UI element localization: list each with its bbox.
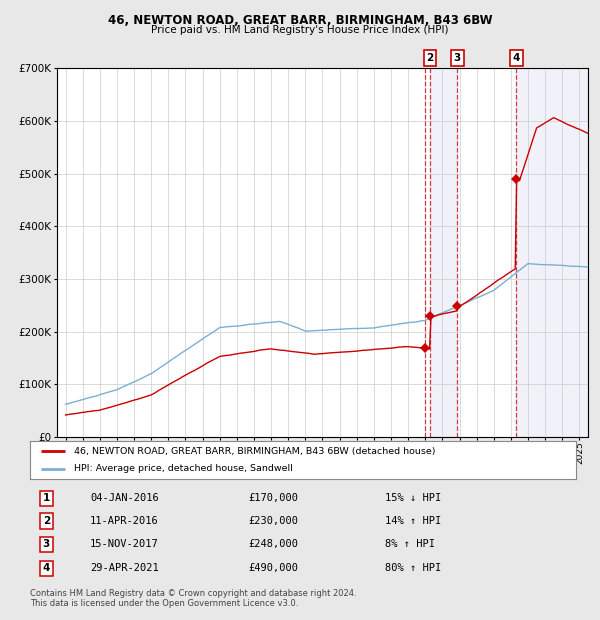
Text: HPI: Average price, detached house, Sandwell: HPI: Average price, detached house, Sand…: [74, 464, 292, 473]
Text: 29-APR-2021: 29-APR-2021: [90, 564, 159, 574]
Bar: [430, 68, 457, 437]
Text: 46, NEWTON ROAD, GREAT BARR, BIRMINGHAM, B43 6BW: 46, NEWTON ROAD, GREAT BARR, BIRMINGHAM,…: [107, 14, 493, 27]
Text: 15% ↓ HPI: 15% ↓ HPI: [385, 493, 441, 503]
Text: 3: 3: [43, 539, 50, 549]
Text: £230,000: £230,000: [248, 516, 298, 526]
Text: 46, NEWTON ROAD, GREAT BARR, BIRMINGHAM, B43 6BW (detached house): 46, NEWTON ROAD, GREAT BARR, BIRMINGHAM,…: [74, 447, 435, 456]
Text: 11-APR-2016: 11-APR-2016: [90, 516, 159, 526]
Text: Price paid vs. HM Land Registry's House Price Index (HPI): Price paid vs. HM Land Registry's House …: [151, 25, 449, 35]
Text: 80% ↑ HPI: 80% ↑ HPI: [385, 564, 441, 574]
Text: £170,000: £170,000: [248, 493, 298, 503]
Text: 14% ↑ HPI: 14% ↑ HPI: [385, 516, 441, 526]
Text: 4: 4: [513, 53, 520, 63]
Text: Contains HM Land Registry data © Crown copyright and database right 2024.
This d: Contains HM Land Registry data © Crown c…: [30, 589, 356, 608]
Text: 15-NOV-2017: 15-NOV-2017: [90, 539, 159, 549]
Text: 2: 2: [427, 53, 434, 63]
Text: 3: 3: [454, 53, 461, 63]
Text: £490,000: £490,000: [248, 564, 298, 574]
Text: 04-JAN-2016: 04-JAN-2016: [90, 493, 159, 503]
Text: £248,000: £248,000: [248, 539, 298, 549]
Bar: [517, 68, 588, 437]
Text: 8% ↑ HPI: 8% ↑ HPI: [385, 539, 435, 549]
Text: 2: 2: [43, 516, 50, 526]
Text: 4: 4: [43, 564, 50, 574]
Text: 1: 1: [43, 493, 50, 503]
